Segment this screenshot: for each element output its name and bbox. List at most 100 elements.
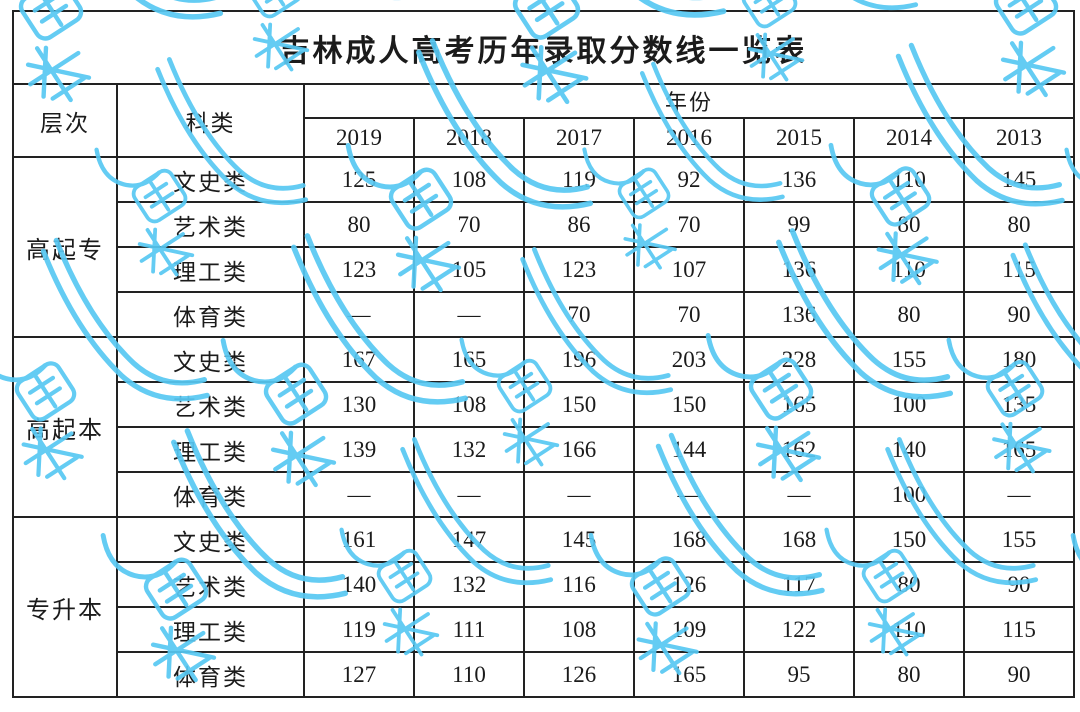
score-cell: 111 xyxy=(413,606,525,653)
score-cell: 108 xyxy=(413,156,525,203)
page-title: 吉林成人高考历年录取分数线一览表 xyxy=(12,10,1075,85)
score-cell: 168 xyxy=(743,516,855,563)
score-cell: 165 xyxy=(743,381,855,428)
score-cell: 145 xyxy=(523,516,635,563)
table-row: 体育类 — — — — — 100 — xyxy=(13,471,1075,518)
category-cell: 理工类 xyxy=(116,606,305,653)
header-row-top: 层次 科类 年份 xyxy=(12,83,1075,158)
score-cell: 116 xyxy=(523,561,635,608)
score-cell: 115 xyxy=(963,606,1075,653)
score-cell: — xyxy=(413,471,525,518)
score-cell: 165 xyxy=(413,336,525,383)
score-cell: 80 xyxy=(853,651,965,698)
header-level: 层次 xyxy=(12,83,118,158)
score-cell: 166 xyxy=(523,426,635,473)
score-cell: 80 xyxy=(853,291,965,338)
score-cell: 196 xyxy=(523,336,635,383)
score-cell: 100 xyxy=(853,381,965,428)
score-cell: 126 xyxy=(523,651,635,698)
category-cell: 艺术类 xyxy=(116,561,305,608)
score-cell: 110 xyxy=(853,606,965,653)
score-cell: 117 xyxy=(743,561,855,608)
score-cell: 80 xyxy=(303,201,415,248)
score-cell: 136 xyxy=(743,246,855,293)
header-year: 2015 xyxy=(743,117,855,158)
title-row: 吉林成人高考历年录取分数线一览表 xyxy=(12,10,1075,85)
category-cell: 理工类 xyxy=(116,246,305,293)
category-cell: 体育类 xyxy=(116,471,305,518)
score-cell: 119 xyxy=(303,606,415,653)
score-cell: 126 xyxy=(633,561,745,608)
score-cell: 86 xyxy=(523,201,635,248)
category-cell: 艺术类 xyxy=(116,381,305,428)
score-cell: — xyxy=(303,291,415,338)
score-cell: 167 xyxy=(303,336,415,383)
score-cell: 150 xyxy=(633,381,745,428)
score-cell: 110 xyxy=(413,651,525,698)
level-cell: 专升本 xyxy=(12,516,118,698)
score-cell: 161 xyxy=(303,516,415,563)
admission-score-table: 吉林成人高考历年录取分数线一览表 层次 科类 年份 2019 2018 2017… xyxy=(12,10,1075,698)
score-cell: 150 xyxy=(853,516,965,563)
table-row: 理工类 123 105 123 107 136 110 115 xyxy=(13,246,1075,293)
score-cell: 70 xyxy=(633,291,745,338)
table-row: 高起专 文史类 125 108 119 92 136 110 145 xyxy=(12,156,1075,338)
table-row: 体育类 127 110 126 165 95 80 90 xyxy=(13,651,1075,698)
score-cell: 147 xyxy=(413,516,525,563)
score-cell: 100 xyxy=(853,471,965,518)
score-cell: 180 xyxy=(963,336,1075,383)
score-cell: 140 xyxy=(853,426,965,473)
score-cell: 80 xyxy=(963,201,1075,248)
score-cell: 165 xyxy=(963,426,1075,473)
score-cell: 136 xyxy=(743,291,855,338)
header-year: 2016 xyxy=(633,117,745,158)
score-cell: 109 xyxy=(633,606,745,653)
header-year: 2019 xyxy=(303,117,415,158)
score-cell: — xyxy=(963,471,1075,518)
score-cell: 90 xyxy=(963,291,1075,338)
score-cell: 105 xyxy=(413,246,525,293)
score-cell: 80 xyxy=(853,201,965,248)
table-row: 专升本 文史类 161 147 145 168 168 150 155 xyxy=(12,516,1075,698)
score-cell: 140 xyxy=(303,561,415,608)
category-cell: 体育类 xyxy=(116,651,305,698)
score-cell: 228 xyxy=(743,336,855,383)
score-cell: 125 xyxy=(303,156,415,203)
score-cell: 162 xyxy=(743,426,855,473)
score-cell: 203 xyxy=(633,336,745,383)
score-cell: 165 xyxy=(633,651,745,698)
score-cell: 95 xyxy=(743,651,855,698)
table-row: 艺术类 140 132 116 126 117 80 90 xyxy=(13,561,1075,608)
header-year-group: 年份 xyxy=(303,83,1075,119)
score-cell: 122 xyxy=(743,606,855,653)
category-cell: 理工类 xyxy=(116,426,305,473)
score-cell: 119 xyxy=(523,156,635,203)
score-cell: 136 xyxy=(743,156,855,203)
score-cell: 108 xyxy=(413,381,525,428)
level-cell: 高起专 xyxy=(12,156,118,338)
score-cell: 123 xyxy=(523,246,635,293)
score-cell: 168 xyxy=(633,516,745,563)
table-row: 高起本 文史类 167 165 196 203 228 155 180 xyxy=(12,336,1075,518)
category-cell: 体育类 xyxy=(116,291,305,338)
score-cell: — xyxy=(413,291,525,338)
score-cell: 145 xyxy=(963,156,1075,203)
score-cell: 155 xyxy=(963,516,1075,563)
table-row: 艺术类 130 108 150 150 165 100 135 xyxy=(13,381,1075,428)
header-year: 2013 xyxy=(963,117,1075,158)
score-cell: 144 xyxy=(633,426,745,473)
header-year: 2014 xyxy=(853,117,965,158)
table-row: 艺术类 80 70 86 70 99 80 80 xyxy=(13,201,1075,248)
score-cell: 155 xyxy=(853,336,965,383)
header-year: 2017 xyxy=(523,117,635,158)
score-cell: — xyxy=(303,471,415,518)
score-cell: 115 xyxy=(963,246,1075,293)
score-cell: 92 xyxy=(633,156,745,203)
score-cell: 108 xyxy=(523,606,635,653)
score-cell: 80 xyxy=(853,561,965,608)
score-cell: 139 xyxy=(303,426,415,473)
score-cell: 123 xyxy=(303,246,415,293)
score-cell: 70 xyxy=(523,291,635,338)
header-year: 2018 xyxy=(413,117,525,158)
